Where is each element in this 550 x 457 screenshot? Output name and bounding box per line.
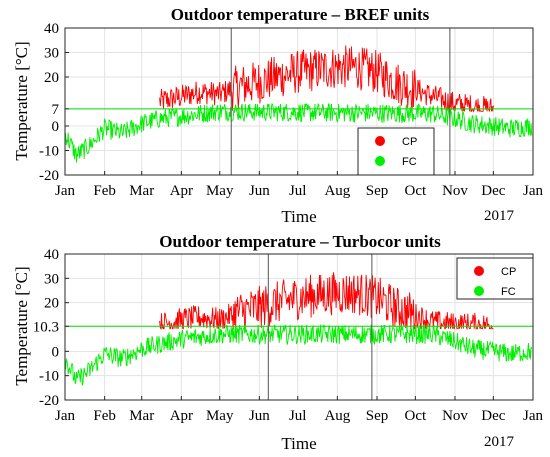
legend-marker-cp — [474, 266, 484, 276]
x-tick-label: Jan — [55, 183, 75, 199]
x-tick-label: Jun — [249, 408, 270, 424]
x-tick-label: Jan — [55, 408, 75, 424]
y-tick-label: -10 — [39, 369, 59, 385]
x-tick-label: Oct — [405, 408, 427, 424]
x-tick-label: Jul — [289, 183, 307, 199]
x-tick-label: Jun — [249, 183, 270, 199]
y-axis-label: Temperature [°C] — [12, 266, 31, 385]
y-tick-label: -20 — [39, 168, 59, 184]
y-tick-label: 0 — [52, 119, 60, 135]
y-tick-label: -10 — [39, 144, 59, 160]
chart-title: Outdoor temperature – BREF units — [171, 5, 430, 24]
x-axis-label: Time — [281, 434, 316, 453]
y-tick-label: 30 — [44, 271, 59, 287]
x-tick-label: May — [206, 408, 234, 424]
plot-frame — [64, 253, 534, 401]
legend-box — [357, 127, 435, 176]
x-tick-label: Apr — [170, 183, 193, 199]
chart-panel-turbocor: Outdoor temperature – Turbocor units Tem… — [12, 232, 543, 453]
legend-marker-fc — [375, 156, 385, 166]
series-fc-line — [65, 102, 533, 163]
x-tick-label: Nov — [442, 408, 468, 424]
chart-panel-bref: Outdoor temperature – BREF units Tempera… — [12, 5, 543, 226]
legend-marker-cp — [375, 136, 385, 146]
y-tick-label: 40 — [44, 247, 59, 263]
legend-label-fc: FC — [501, 286, 516, 298]
x-year-label: 2017 — [484, 208, 515, 224]
y-tick-label: 40 — [44, 21, 59, 37]
x-tick-label: Dec — [481, 183, 505, 199]
chart-title: Outdoor temperature – Turbocor units — [159, 232, 441, 251]
y-tick-label: 20 — [44, 296, 59, 312]
x-tick-label: Nov — [442, 183, 468, 199]
legend-label-cp: CP — [501, 266, 516, 278]
series-cp-line — [159, 45, 494, 113]
x-tick-label: Aug — [324, 408, 350, 424]
legend: CP FC — [456, 257, 534, 300]
x-tick-label: May — [206, 183, 234, 199]
y-tick-label: 0 — [52, 344, 60, 360]
series-cp-line — [159, 272, 494, 331]
y-tick-label: 7 — [52, 102, 60, 118]
legend-label-fc: FC — [402, 156, 417, 168]
y-tick-label: 10.3 — [33, 319, 59, 335]
x-tick-label: Mar — [129, 183, 154, 199]
legend: CP FC — [357, 127, 435, 176]
x-tick-label: Apr — [170, 408, 193, 424]
x-tick-label: Sep — [366, 183, 389, 199]
y-axis-label: Temperature [°C] — [12, 41, 31, 160]
x-tick-label: Aug — [324, 183, 350, 199]
y-tick-label: -20 — [39, 393, 59, 409]
x-tick-label: Feb — [93, 408, 116, 424]
x-tick-label: Sep — [366, 408, 389, 424]
x-tick-label: Feb — [93, 183, 116, 199]
y-tick-label: 30 — [44, 46, 59, 62]
legend-label-cp: CP — [402, 136, 417, 148]
legend-box — [456, 257, 534, 300]
x-tick-label: Oct — [405, 183, 427, 199]
x-year-label: 2017 — [484, 434, 515, 450]
x-tick-label: Jan — [523, 408, 543, 424]
legend-marker-fc — [474, 286, 484, 296]
series-fc-line — [64, 323, 533, 386]
y-tick-label: 20 — [44, 70, 59, 86]
plot-frame — [64, 27, 534, 176]
x-axis-label: Time — [281, 207, 316, 226]
x-tick-label: Dec — [481, 408, 505, 424]
x-tick-label: Mar — [129, 408, 154, 424]
x-tick-label: Jul — [289, 408, 307, 424]
x-tick-label: Jan — [523, 183, 543, 199]
